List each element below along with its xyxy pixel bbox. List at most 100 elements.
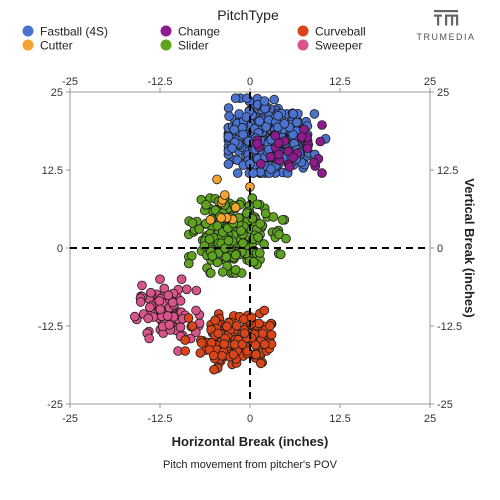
y-tick-label: -25 <box>47 399 63 411</box>
data-point <box>288 109 299 119</box>
legend-marker <box>297 25 309 37</box>
data-point <box>252 199 263 210</box>
data-point <box>224 111 234 121</box>
data-point <box>309 109 320 119</box>
data-point <box>268 212 279 222</box>
data-point <box>162 311 173 321</box>
data-point <box>164 320 175 330</box>
data-point <box>146 287 156 298</box>
data-point <box>167 297 178 308</box>
data-point <box>230 264 241 275</box>
data-point <box>155 274 165 285</box>
data-point <box>154 296 165 306</box>
data-point <box>284 162 295 172</box>
data-point <box>246 312 257 323</box>
data-point <box>201 200 211 210</box>
data-point <box>155 304 166 315</box>
data-point <box>205 215 216 225</box>
data-point <box>239 328 250 339</box>
data-point <box>199 241 210 251</box>
data-point <box>281 233 291 244</box>
legend-item[interactable]: Change <box>160 25 221 39</box>
data-point <box>196 338 207 348</box>
data-point <box>231 320 242 331</box>
y-tick-label-right: 25 <box>437 87 449 99</box>
x-tick-label-top: -12.5 <box>147 76 172 88</box>
legend: PitchType Fastball (4S) Change Curveball Cu… <box>22 7 366 53</box>
data-point <box>206 268 216 278</box>
data-point <box>230 202 241 213</box>
legend-label: Fastball (4S) <box>40 25 108 39</box>
data-point <box>296 132 307 142</box>
legend-item[interactable]: Fastball (4S) <box>22 25 109 39</box>
data-point <box>270 130 281 141</box>
data-point <box>180 335 191 345</box>
x-tick-label-top: 12.5 <box>329 76 350 88</box>
data-point <box>212 174 222 185</box>
data-point <box>236 226 246 236</box>
legend-item[interactable]: Sweeper <box>297 39 363 53</box>
legend-label: Slider <box>178 39 209 53</box>
data-point <box>207 251 218 261</box>
y-tick-label: -12.5 <box>38 321 63 333</box>
data-point <box>269 94 280 105</box>
legend-item[interactable]: Slider <box>160 39 209 53</box>
data-point <box>204 234 215 245</box>
data-point <box>273 111 283 121</box>
data-points <box>130 93 331 375</box>
x-tick-label: 25 <box>424 413 436 425</box>
x-tick-label: 12.5 <box>329 413 350 425</box>
chart-caption: Pitch movement from pitcher's POV <box>163 459 338 471</box>
data-point <box>217 267 228 277</box>
data-point <box>266 329 277 340</box>
data-point <box>223 103 234 113</box>
legend-label: Curveball <box>315 25 366 39</box>
data-point <box>187 218 198 228</box>
data-point <box>220 190 230 200</box>
data-point <box>191 285 202 296</box>
x-tick-label-top: 0 <box>247 76 253 88</box>
data-point <box>252 139 263 149</box>
data-point <box>222 321 232 332</box>
data-point <box>255 219 266 229</box>
legend-marker <box>22 39 34 51</box>
data-point <box>275 249 286 260</box>
x-tick-label-top: 25 <box>424 76 436 88</box>
reference-lines <box>70 92 430 404</box>
data-point <box>219 339 229 349</box>
data-point <box>288 152 299 163</box>
x-tick-label: -25 <box>62 413 78 425</box>
data-point <box>217 350 227 361</box>
data-point <box>163 290 174 301</box>
data-point <box>223 235 234 246</box>
data-point <box>265 321 275 331</box>
y-tick-label-right: 0 <box>437 243 443 255</box>
legend-marker <box>160 39 172 51</box>
data-point <box>277 215 288 225</box>
data-point <box>266 164 276 174</box>
data-point <box>175 322 186 332</box>
data-point <box>317 120 327 130</box>
x-tick-label: 0 <box>247 413 253 425</box>
tm-logo-icon <box>434 10 459 26</box>
legend-item[interactable]: Cutter <box>22 39 73 53</box>
data-point <box>230 93 241 103</box>
y-tick-label-right: -25 <box>437 399 453 411</box>
data-point <box>273 149 284 160</box>
data-point <box>176 274 187 285</box>
data-point <box>257 328 268 339</box>
y-tick-label-right: -12.5 <box>437 321 462 333</box>
x-tick-label-top: -25 <box>62 76 78 88</box>
data-point <box>227 143 237 154</box>
data-point <box>212 257 223 268</box>
data-point <box>213 328 224 339</box>
data-point <box>253 232 263 243</box>
data-point <box>232 168 243 178</box>
data-point <box>228 349 239 360</box>
brand-name: TRUMEDIA <box>417 32 476 42</box>
legend-label: Cutter <box>40 39 73 53</box>
data-point <box>143 313 154 324</box>
legend-item[interactable]: Curveball <box>297 25 366 39</box>
data-point <box>279 119 290 129</box>
